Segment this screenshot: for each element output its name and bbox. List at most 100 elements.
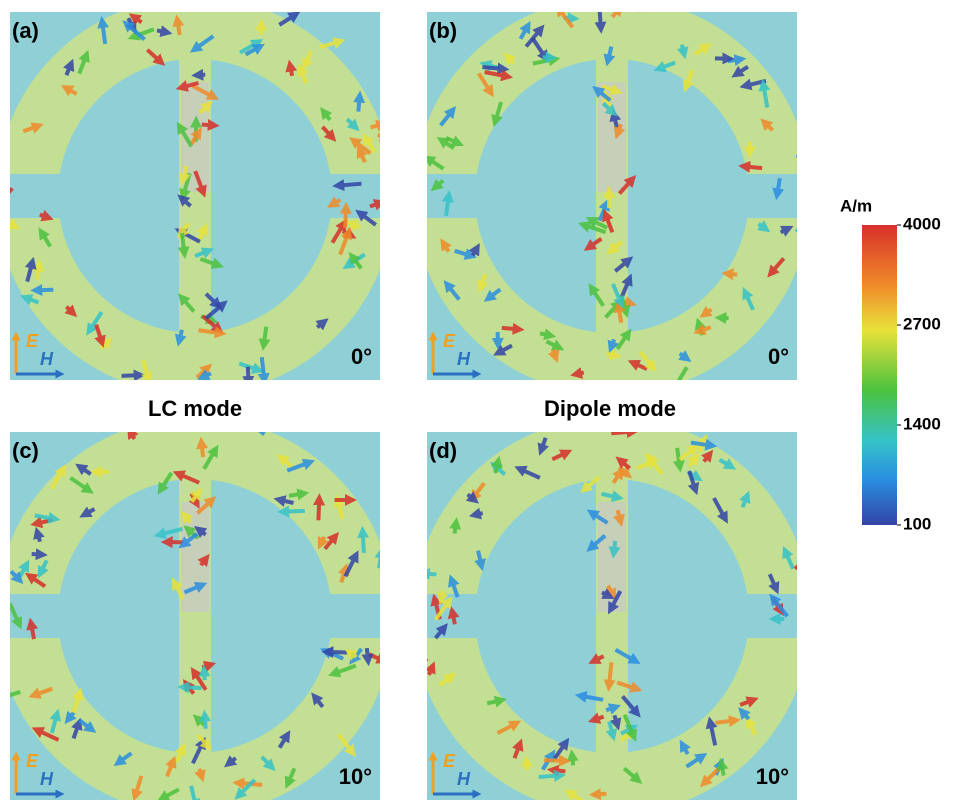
h-label: H (457, 349, 471, 369)
colorbar-tick-label: 2700 (903, 314, 941, 333)
current-arrow (36, 290, 53, 291)
central-strip (179, 32, 211, 360)
current-arrow (475, 513, 483, 515)
colorbar-unit: A/m (840, 196, 872, 215)
current-arrow (202, 665, 210, 668)
current-arrow (424, 574, 437, 575)
panels: (a)0°EH(b)0°EH(c)10°EH(d)10°EH (0, 0, 810, 800)
panel (427, 0, 807, 388)
current-arrow (777, 178, 780, 194)
current-arrow (177, 20, 179, 35)
current-arrow (721, 764, 723, 776)
current-arrow (576, 373, 584, 375)
current-arrow (358, 97, 359, 112)
e-label: E (443, 331, 456, 351)
mode-label: LC mode (148, 396, 242, 421)
current-arrow (182, 233, 184, 253)
current-arrow (614, 541, 615, 553)
current-arrow (157, 30, 167, 32)
h-label: H (40, 349, 54, 369)
current-arrow (202, 125, 214, 126)
current-arrow (614, 715, 617, 724)
current-arrow (136, 3, 153, 8)
panel-label: (d) (429, 438, 457, 463)
h-label: H (457, 769, 471, 789)
current-arrow (618, 510, 621, 521)
current-arrow (744, 166, 762, 168)
current-arrow (611, 339, 614, 347)
current-arrow (389, 210, 394, 228)
current-arrow (441, 591, 443, 599)
ring-gap (427, 174, 497, 218)
current-arrow (32, 554, 42, 555)
current-arrow (367, 648, 368, 660)
ring-gap (310, 594, 380, 638)
current-arrow (482, 67, 503, 69)
current-arrow (618, 306, 621, 323)
current-arrow (567, 0, 576, 10)
current-arrow (379, 552, 381, 568)
current-arrow (544, 760, 565, 761)
current-arrow (40, 215, 48, 218)
current-arrow (289, 494, 303, 496)
gap-slot (598, 82, 626, 192)
ring-gap (10, 174, 80, 218)
current-arrow (795, 554, 810, 568)
panel (0, 0, 394, 382)
current-arrow (797, 137, 807, 158)
current-arrow (388, 604, 393, 623)
current-arrow (611, 432, 633, 434)
current-arrow (540, 333, 550, 335)
current-arrow (596, 420, 611, 429)
angle-label: 0° (351, 344, 372, 369)
current-arrow (327, 652, 347, 653)
current-arrow (599, 5, 601, 28)
current-arrow (122, 375, 140, 376)
current-arrow (682, 45, 684, 54)
current-arrow (204, 671, 205, 681)
current-arrow (183, 166, 186, 180)
current-arrow (183, 687, 201, 688)
ring-gap (10, 594, 80, 638)
current-arrow (199, 769, 201, 777)
current-arrow (338, 184, 361, 186)
current-arrow (677, 448, 680, 467)
e-label: E (26, 331, 39, 351)
current-arrow (607, 353, 616, 355)
current-arrow (37, 265, 39, 279)
panel-label: (a) (12, 18, 39, 43)
current-arrow (728, 59, 741, 61)
current-arrow (197, 75, 205, 76)
current-arrow (727, 274, 737, 275)
h-label: H (40, 769, 54, 789)
current-arrow (345, 208, 346, 228)
angle-label: 10° (756, 764, 789, 789)
current-arrow (553, 770, 566, 771)
colorbar-tick-label: 4000 (903, 214, 941, 233)
current-arrow (179, 330, 182, 341)
current-arrow (201, 443, 203, 457)
current-arrow (363, 532, 364, 553)
current-arrow (390, 616, 395, 630)
current-arrow (446, 196, 449, 216)
mode-label: Dipole mode (544, 396, 676, 421)
e-label: E (443, 751, 456, 771)
current-arrow (553, 350, 556, 358)
current-arrow (796, 229, 805, 237)
current-arrow (553, 422, 559, 431)
panel-label: (b) (429, 18, 457, 43)
current-arrow (572, 755, 573, 765)
current-arrow (455, 523, 456, 534)
ring-gap (727, 174, 797, 218)
panel (0, 423, 395, 800)
current-arrow (181, 0, 184, 4)
current-arrow (264, 327, 267, 345)
current-arrow (716, 720, 735, 723)
current-arrow (248, 367, 249, 382)
current-arrow (205, 716, 206, 729)
current-arrow (595, 794, 606, 795)
current-arrow (609, 662, 611, 685)
colorbar-tick-label: 1400 (903, 414, 941, 433)
current-arrow (290, 66, 292, 76)
